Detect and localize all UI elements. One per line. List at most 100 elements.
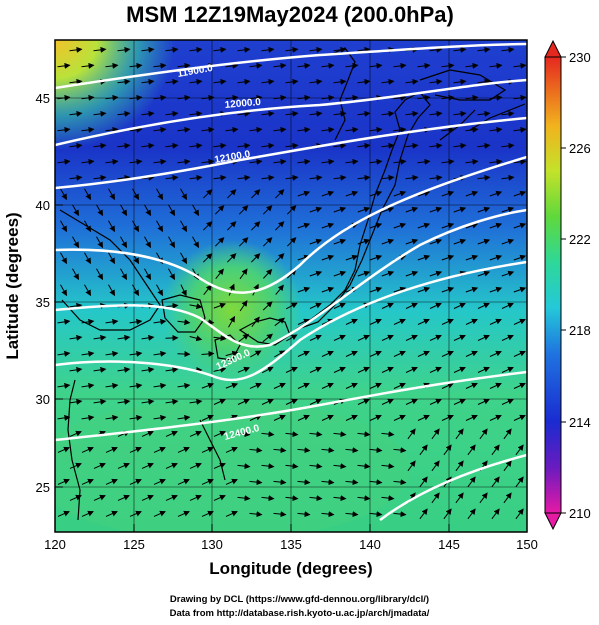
- wind-arrow: [238, 333, 250, 343]
- y-tick-label: 40: [36, 198, 50, 213]
- wind-arrow: [441, 222, 455, 229]
- wind-arrow: [491, 476, 500, 488]
- wind-arrow: [345, 158, 359, 165]
- wind-arrow: [261, 174, 275, 181]
- wind-arrow: [489, 350, 502, 357]
- wind-arrow: [57, 350, 71, 357]
- wind-arrow: [405, 366, 418, 373]
- wind-arrow: [117, 78, 131, 85]
- wind-arrow: [285, 398, 298, 405]
- lat-lon-grid: [55, 40, 527, 532]
- wind-arrow: [180, 220, 187, 233]
- wind-arrow: [309, 206, 323, 213]
- wind-arrow: [156, 284, 163, 297]
- wind-arrow: [72, 236, 79, 249]
- wind-arrow: [165, 302, 179, 309]
- wind-arrow: [345, 62, 359, 69]
- wind-arrow: [60, 252, 67, 265]
- wind-arrow: [333, 174, 347, 181]
- wind-arrow: [357, 366, 370, 373]
- wind-arrow: [381, 206, 395, 213]
- wind-arrow: [129, 318, 143, 325]
- contour-line: [55, 42, 527, 90]
- wind-arrow: [381, 174, 395, 181]
- wind-arrow: [369, 350, 382, 357]
- wind-arrow: [357, 431, 371, 438]
- wind-arrow: [333, 463, 347, 470]
- wind-arrow: [105, 350, 119, 357]
- wind-arrow: [369, 62, 383, 69]
- wind-arrow: [455, 460, 464, 472]
- wind-arrow: [60, 188, 67, 201]
- wind-arrow: [177, 126, 191, 133]
- wind-arrow: [153, 318, 167, 325]
- wind-arrow: [333, 206, 347, 213]
- wind-arrow: [357, 495, 371, 502]
- wind-arrow: [381, 302, 394, 309]
- wind-arrow: [285, 78, 299, 85]
- colorbar-top-triangle: [544, 39, 562, 58]
- wind-arrow: [201, 446, 214, 453]
- wind-arrow: [262, 205, 273, 215]
- wind-arrow: [93, 366, 107, 373]
- wind-arrow: [357, 206, 371, 213]
- wind-arrow: [477, 398, 490, 405]
- wind-arrow: [69, 462, 82, 469]
- wind-arrow: [393, 479, 407, 486]
- wind-arrow: [321, 62, 335, 69]
- wind-arrow: [261, 78, 275, 85]
- wind-arrow: [249, 382, 262, 389]
- wind-arrow: [237, 398, 250, 405]
- wind-arrow: [93, 110, 107, 117]
- wind-arrow: [286, 237, 297, 247]
- wind-arrow: [513, 62, 527, 69]
- wind-arrow: [250, 189, 261, 199]
- wind-arrow: [513, 382, 526, 389]
- wind-arrow: [57, 414, 71, 421]
- wind-arrow: [477, 110, 491, 117]
- wind-arrow: [513, 350, 526, 357]
- wind-arrow: [285, 431, 299, 438]
- y-tick-label: 30: [36, 392, 50, 407]
- wind-arrow: [274, 317, 285, 327]
- wind-arrow: [72, 268, 79, 281]
- wind-arrow: [345, 382, 358, 389]
- wind-arrow: [357, 174, 371, 181]
- wind-arrow: [405, 238, 419, 245]
- wind-arrow: [369, 158, 383, 165]
- wind-arrow: [515, 508, 524, 520]
- wind-arrow: [202, 253, 213, 263]
- coastlines: [59, 47, 526, 521]
- wind-arrow: [249, 158, 263, 165]
- wind-arrow: [250, 350, 262, 358]
- wind-arrow: [105, 318, 119, 325]
- wind-arrow: [93, 46, 107, 53]
- wind-arrow: [153, 158, 167, 165]
- wind-arrow: [369, 318, 382, 325]
- wind-arrow: [129, 382, 143, 389]
- wind-arrow: [419, 444, 428, 456]
- wind-arrow: [141, 46, 155, 53]
- wind-arrow: [238, 237, 249, 247]
- wind-arrow: [441, 286, 455, 293]
- wind-arrow: [120, 268, 127, 281]
- wind-arrow: [297, 62, 311, 69]
- wind-arrow: [309, 431, 323, 438]
- wind-arrow: [213, 494, 226, 501]
- x-tick-label: 145: [438, 537, 460, 552]
- wind-arrow: [93, 398, 107, 405]
- wind-arrow: [201, 126, 215, 133]
- wind-arrow: [429, 302, 442, 309]
- wind-arrow: [81, 446, 94, 453]
- y-tick-label: 35: [36, 295, 50, 310]
- wind-arrow: [453, 110, 467, 117]
- wind-arrow: [285, 302, 298, 310]
- wind-arrow: [165, 78, 179, 85]
- wind-arrow: [429, 270, 443, 277]
- wind-arrow: [501, 174, 515, 181]
- wind-arrow: [345, 350, 358, 357]
- wind-arrow: [168, 236, 175, 249]
- wind-arrow: [153, 510, 166, 517]
- wind-arrow: [453, 46, 467, 53]
- wind-arrow: [274, 253, 285, 263]
